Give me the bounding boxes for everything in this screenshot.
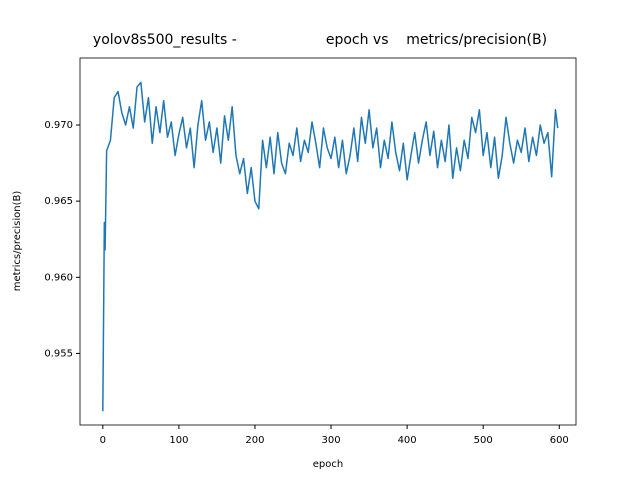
x-tick-label: 200 (245, 435, 264, 446)
y-tick-label: 0.960 (44, 272, 73, 283)
x-tick-label: 400 (398, 435, 417, 446)
x-tick-label: 600 (550, 435, 569, 446)
x-axis-label: epoch (313, 459, 343, 470)
y-tick-label: 0.955 (44, 348, 73, 359)
data-line (102, 81, 559, 412)
chart-title: yolov8s500_results - epoch vs metrics/pr… (93, 32, 547, 48)
y-axis-label: metrics/precision(B) (12, 191, 23, 292)
x-tick-label: 300 (321, 435, 340, 446)
x-tick-label: 0 (100, 435, 106, 446)
x-tick-label: 100 (169, 435, 188, 446)
x-tick-label: 500 (474, 435, 493, 446)
y-tick-label: 0.970 (44, 120, 73, 131)
y-tick-label: 0.965 (44, 196, 73, 207)
plot-frame (79, 57, 577, 426)
